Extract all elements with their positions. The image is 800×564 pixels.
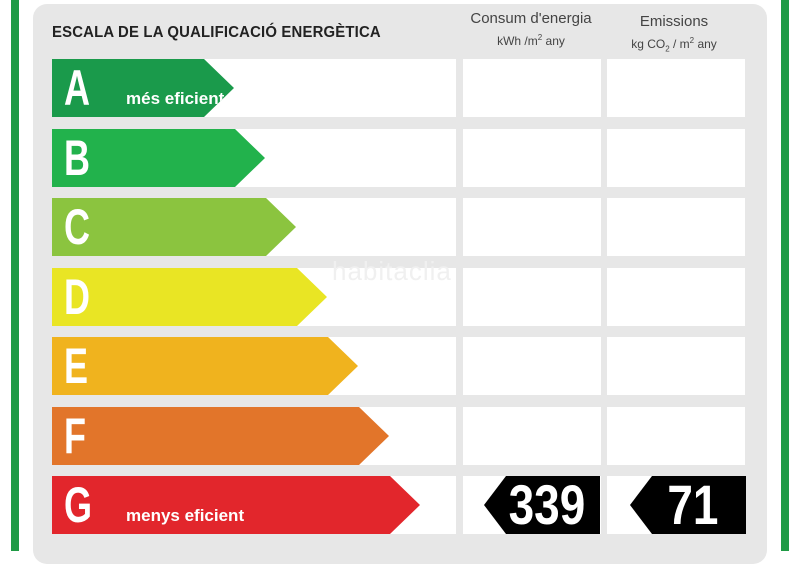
consumption-cell-d [463,268,601,326]
label-title: ESCALA DE LA QUALIFICACIÓ ENERGÈTICA [52,24,381,41]
emissions-cell-c [607,198,745,256]
consumption-cell-c [463,198,601,256]
emissions-cell-b [607,129,745,187]
rating-letter: B [64,130,90,186]
rating-caption: menys eficient [126,506,245,525]
rating-caption: més eficient [126,89,225,108]
consumption-value-marker: 339 [484,476,600,534]
consumption-unit: kWh /m2 any [497,33,565,48]
rating-letter: G [64,477,93,533]
rating-arrow-b: B [52,129,265,187]
emissions-title: Emissions [639,13,709,30]
frame-left-border [11,0,19,551]
rating-letter: C [64,199,90,255]
emissions-unit: kg CO2 / m2 any [631,36,717,54]
rating-letter: D [64,269,90,325]
rating-letter: E [64,338,89,394]
watermark: habitaclia [332,256,452,286]
rating-arrow-f: F [52,407,389,465]
rating-letter: A [64,60,90,116]
emissions-cell-e [607,337,745,395]
consumption-cell-f [463,407,601,465]
rating-letter: F [64,408,86,464]
rating-arrow-e: E [52,337,358,395]
emissions-value: 71 [667,473,719,536]
consumption-cell-e [463,337,601,395]
consumption-cell-a [463,59,601,117]
rating-arrow-c: C [52,198,296,256]
consumption-value: 339 [508,473,586,536]
consumption-cell-b [463,129,601,187]
consumption-title: Consum d'energia [470,10,592,27]
frame-right-border [781,0,789,551]
rating-arrow-d: D [52,268,327,326]
emissions-cell-a [607,59,745,117]
emissions-cell-d [607,268,745,326]
consumption-column-header: Consum d'energia kWh /m2 any [462,10,600,48]
emissions-value-marker: 71 [630,476,746,534]
emissions-column-header: Emissions kg CO2 / m2 any [606,13,742,53]
emissions-cell-f [607,407,745,465]
